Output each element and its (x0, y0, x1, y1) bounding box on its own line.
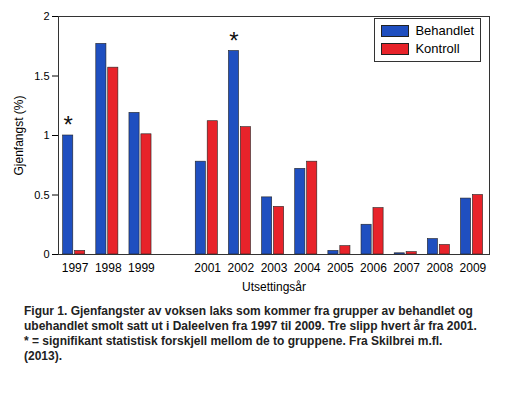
svg-text:Utsettingsår: Utsettingsår (242, 280, 306, 294)
svg-text:*: * (229, 27, 238, 54)
svg-text:1: 1 (43, 129, 49, 141)
html-text:Behandlet: Behandlet (415, 23, 474, 38)
svg-text:1998: 1998 (95, 261, 122, 275)
svg-text:2004: 2004 (294, 261, 321, 275)
html-text:Kontroll: Kontroll (415, 41, 460, 56)
svg-text:2009: 2009 (460, 261, 487, 275)
svg-text:0: 0 (43, 248, 49, 260)
svg-text:2001: 2001 (194, 261, 221, 275)
svg-text:2007: 2007 (393, 261, 420, 275)
svg-text:0.5: 0.5 (34, 189, 49, 201)
html-text:Figur 1. Gjenfangster av vokse: Figur 1. Gjenfangster av voksen laks som… (24, 304, 477, 363)
svg-text:2002: 2002 (227, 261, 254, 275)
svg-text:2: 2 (43, 10, 49, 22)
svg-text:2008: 2008 (426, 261, 453, 275)
svg-text:1999: 1999 (128, 261, 155, 275)
svg-text:1.5: 1.5 (34, 70, 49, 82)
svg-text:*: * (64, 111, 73, 138)
svg-text:1997: 1997 (62, 261, 89, 275)
svg-text:Gjenfangst (%): Gjenfangst (%) (12, 95, 26, 175)
svg-text:2003: 2003 (261, 261, 288, 275)
svg-text:2005: 2005 (327, 261, 354, 275)
svg-text:2006: 2006 (360, 261, 387, 275)
